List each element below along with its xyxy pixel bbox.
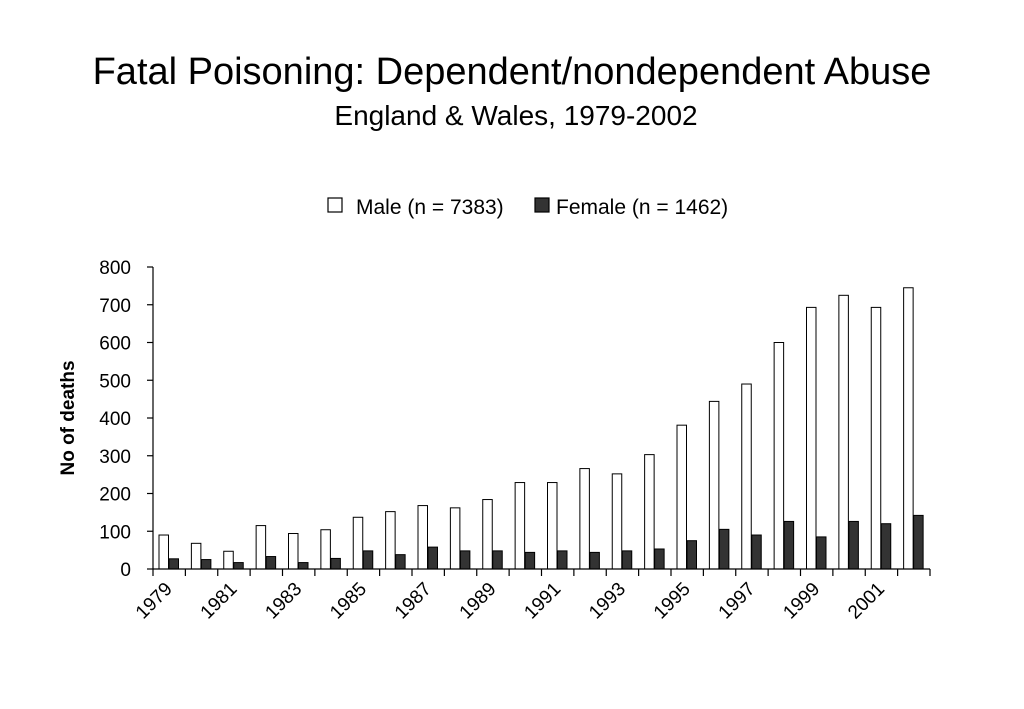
bar-male-1980 bbox=[190, 542, 202, 570]
bar-male-1996 bbox=[708, 400, 720, 570]
x-tick-label-1981: 1981 bbox=[197, 579, 242, 624]
bar-male-1981 bbox=[223, 550, 234, 570]
y-tick-label-0: 0 bbox=[120, 560, 131, 581]
bar-female-2001 bbox=[880, 523, 892, 570]
x-tick-label-1991: 1991 bbox=[520, 579, 565, 624]
bar-male-1991 bbox=[547, 482, 558, 570]
legend-label-female: Female (n = 1462) bbox=[556, 196, 728, 219]
bar-female-1997 bbox=[751, 534, 762, 570]
chart-subtitle: England & Wales, 1979-2002 bbox=[334, 100, 698, 131]
bar-male-1982 bbox=[255, 525, 267, 570]
bar-male-1986 bbox=[385, 511, 396, 570]
x-tick-label-1979: 1979 bbox=[132, 579, 177, 624]
x-tick-label-1993: 1993 bbox=[585, 579, 630, 624]
bar-male-2001 bbox=[870, 306, 882, 570]
bar-female-1985 bbox=[362, 550, 374, 570]
y-axis-label: No of deaths bbox=[58, 360, 79, 475]
x-tick-label-2001: 2001 bbox=[844, 579, 889, 624]
bar-male-1984 bbox=[320, 529, 331, 570]
x-tick-label-1995: 1995 bbox=[650, 579, 695, 624]
bar-male-1994 bbox=[644, 454, 655, 570]
bar-female-1989 bbox=[492, 550, 503, 570]
bar-female-1988 bbox=[459, 550, 471, 570]
bar-male-1979 bbox=[158, 534, 169, 570]
chart-title: Fatal Poisoning: Dependent/nondependent … bbox=[92, 51, 932, 93]
bar-male-1998 bbox=[773, 342, 785, 570]
y-tick-label-200: 200 bbox=[99, 485, 131, 506]
bar-female-1982 bbox=[265, 556, 277, 570]
plot-area: 0 100 200 300 400 500 600 700 800 1979 1981 1983 198… bbox=[99, 258, 931, 624]
bar-female-1993 bbox=[621, 550, 633, 570]
bar-female-2002 bbox=[913, 514, 924, 570]
bar-female-1987 bbox=[427, 546, 438, 570]
legend-swatch-female bbox=[534, 197, 550, 213]
bar-male-1995 bbox=[676, 424, 687, 570]
y-tick-label-100: 100 bbox=[99, 522, 131, 543]
bar-female-2000 bbox=[848, 520, 859, 570]
x-tick-label-1999: 1999 bbox=[779, 579, 824, 624]
bar-male-1999 bbox=[806, 306, 817, 570]
bar-male-1983 bbox=[288, 533, 299, 570]
bar-female-1996 bbox=[718, 528, 730, 570]
legend-label-male: Male (n = 7383) bbox=[356, 196, 504, 219]
bar-male-1997 bbox=[741, 383, 752, 570]
x-tick-label-1985: 1985 bbox=[326, 579, 371, 624]
bar-male-1992 bbox=[579, 468, 590, 570]
x-tick-label-1997: 1997 bbox=[715, 579, 760, 624]
bar-female-1998 bbox=[783, 520, 795, 570]
bar-male-1989 bbox=[482, 499, 493, 570]
bar-female-1995 bbox=[686, 540, 697, 570]
bar-male-1990 bbox=[514, 482, 526, 570]
bar-female-1991 bbox=[557, 550, 568, 570]
x-tick-label-1983: 1983 bbox=[261, 579, 306, 624]
bar-male-2002 bbox=[903, 287, 914, 570]
y-tick-label-400: 400 bbox=[99, 409, 131, 430]
x-tick-label-1989: 1989 bbox=[456, 579, 501, 624]
bar-female-1994 bbox=[654, 548, 665, 570]
y-tick-label-800: 800 bbox=[99, 258, 131, 279]
legend-swatch-male bbox=[327, 197, 343, 213]
bar-female-1983 bbox=[298, 562, 309, 570]
y-tick-label-700: 700 bbox=[99, 296, 131, 317]
bar-female-1992 bbox=[589, 551, 600, 570]
chart-legend: Male (n = 7383) Female (n = 1462) bbox=[327, 196, 728, 219]
bar-male-2000 bbox=[838, 294, 849, 570]
bar-female-1979 bbox=[168, 558, 179, 570]
y-tick-label-600: 600 bbox=[99, 334, 131, 355]
bar-male-1993 bbox=[611, 473, 623, 570]
bar-female-1999 bbox=[816, 536, 827, 570]
x-tick-label-1987: 1987 bbox=[391, 579, 436, 624]
bar-female-1986 bbox=[395, 554, 406, 570]
bar-female-1981 bbox=[233, 562, 244, 570]
bar-female-1990 bbox=[524, 551, 536, 570]
bar-female-1984 bbox=[330, 557, 341, 570]
y-tick-label-500: 500 bbox=[99, 371, 131, 392]
bar-male-1985 bbox=[352, 516, 364, 570]
bar-female-1980 bbox=[200, 559, 212, 570]
y-tick-label-300: 300 bbox=[99, 447, 131, 468]
bar-male-1987 bbox=[417, 505, 428, 570]
bar-male-1988 bbox=[449, 507, 461, 570]
